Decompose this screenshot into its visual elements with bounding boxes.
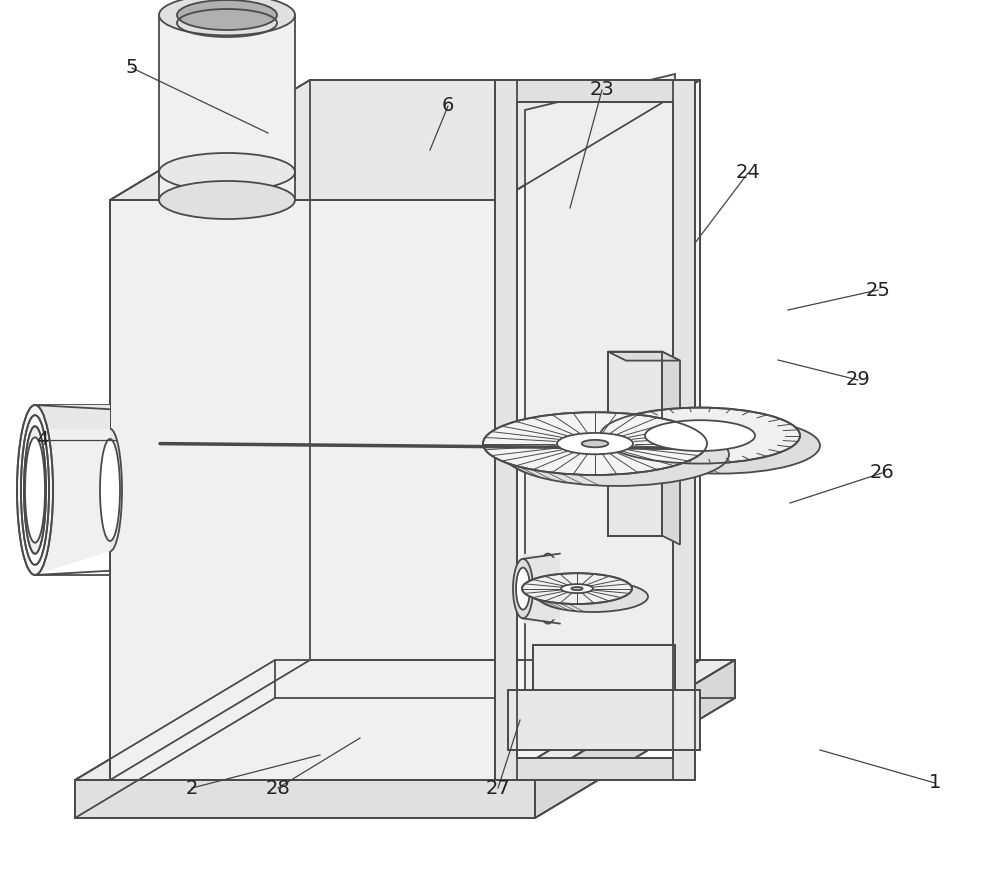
Ellipse shape — [538, 582, 648, 612]
Polygon shape — [500, 80, 700, 780]
Text: 2: 2 — [186, 779, 198, 797]
Polygon shape — [495, 758, 695, 780]
Text: 4: 4 — [36, 431, 48, 449]
Ellipse shape — [159, 153, 295, 191]
Text: 24: 24 — [736, 163, 760, 183]
Ellipse shape — [522, 573, 632, 604]
Polygon shape — [495, 80, 695, 102]
Ellipse shape — [159, 181, 295, 219]
Text: 1: 1 — [929, 773, 941, 792]
Ellipse shape — [571, 587, 583, 591]
Ellipse shape — [513, 559, 533, 618]
Text: 23: 23 — [590, 81, 614, 99]
Polygon shape — [533, 645, 675, 690]
Polygon shape — [662, 352, 680, 544]
Polygon shape — [35, 405, 110, 575]
Text: 28: 28 — [266, 779, 290, 797]
Polygon shape — [35, 405, 110, 429]
Polygon shape — [673, 80, 695, 780]
Ellipse shape — [561, 584, 593, 593]
Text: 29: 29 — [846, 370, 870, 390]
Text: 6: 6 — [442, 97, 454, 115]
Ellipse shape — [24, 426, 46, 554]
Ellipse shape — [516, 567, 530, 609]
Ellipse shape — [620, 417, 820, 473]
Polygon shape — [495, 80, 517, 780]
Polygon shape — [75, 780, 535, 818]
Polygon shape — [159, 15, 295, 200]
Ellipse shape — [17, 405, 53, 575]
Polygon shape — [608, 352, 662, 535]
Polygon shape — [75, 660, 735, 780]
Ellipse shape — [536, 553, 560, 623]
Ellipse shape — [100, 439, 120, 541]
Ellipse shape — [505, 424, 729, 486]
Polygon shape — [110, 80, 700, 200]
Polygon shape — [508, 690, 700, 750]
Ellipse shape — [645, 420, 755, 451]
Ellipse shape — [177, 0, 277, 30]
Polygon shape — [525, 74, 675, 750]
Polygon shape — [110, 200, 500, 780]
Text: 5: 5 — [126, 59, 138, 77]
Polygon shape — [535, 660, 735, 818]
Text: 27: 27 — [486, 779, 510, 797]
Polygon shape — [523, 553, 560, 623]
Ellipse shape — [25, 437, 45, 543]
Ellipse shape — [21, 416, 49, 565]
Ellipse shape — [582, 440, 608, 448]
Polygon shape — [608, 352, 680, 361]
Text: 25: 25 — [866, 281, 890, 299]
Text: 26: 26 — [870, 464, 894, 482]
Ellipse shape — [483, 412, 707, 475]
Ellipse shape — [600, 408, 800, 464]
Ellipse shape — [98, 429, 122, 551]
Ellipse shape — [159, 0, 295, 36]
Ellipse shape — [557, 433, 633, 455]
